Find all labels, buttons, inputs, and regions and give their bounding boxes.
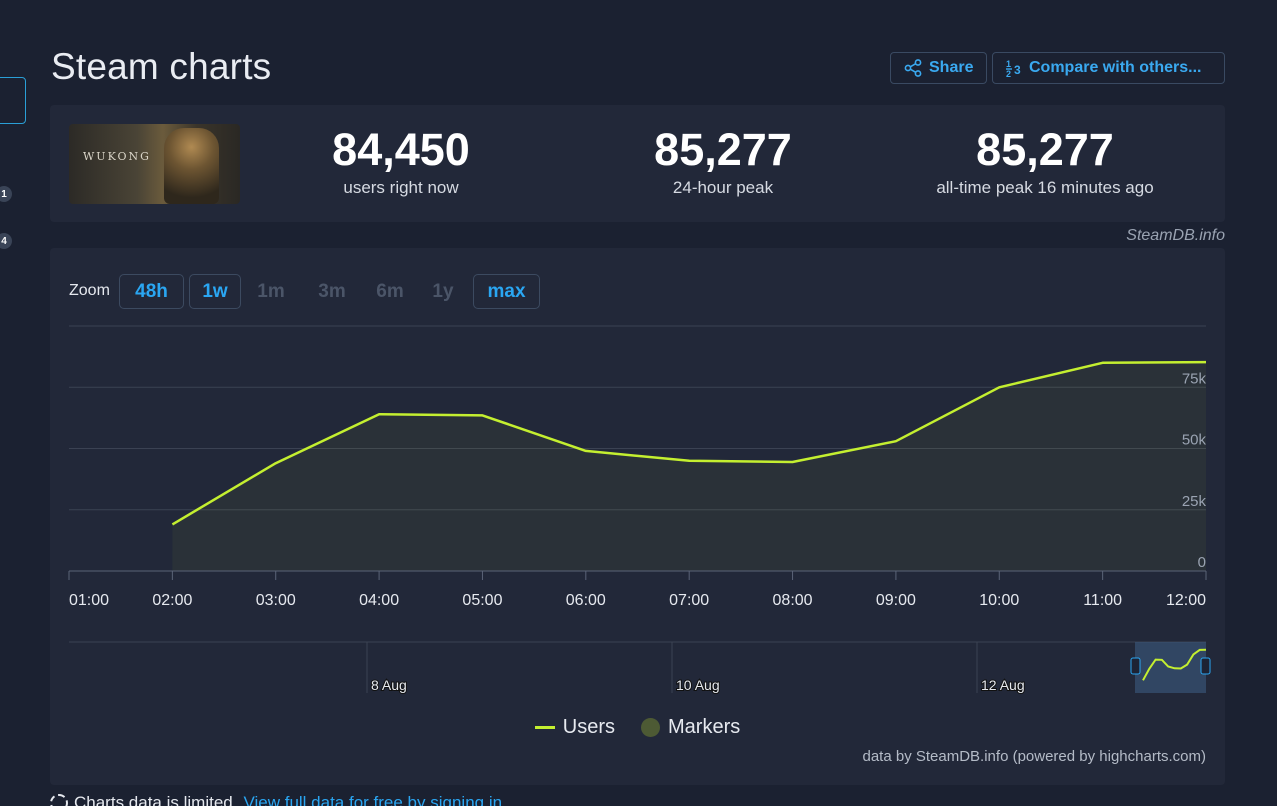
x-tick-label: 01:00 <box>69 592 109 609</box>
navigator-left-handle[interactable] <box>1130 657 1141 675</box>
zoom-1m-button: 1m <box>257 280 285 302</box>
x-tick-label: 11:00 <box>1083 592 1122 609</box>
player-count-chart[interactable]: 0 25k 50k 75k 01:00 02:00 03:00 04:00 05:00 06:0… <box>50 248 1225 708</box>
users-series-line <box>171 360 1207 526</box>
legend-users[interactable]: Users <box>534 716 615 739</box>
x-tick-label: 08:00 <box>773 592 813 609</box>
svg-text:2: 2 <box>1006 69 1011 78</box>
navigator-date-label: 10 Aug <box>676 677 720 693</box>
x-tick-label: 02:00 <box>152 592 192 609</box>
dashed-circle-icon <box>50 794 68 806</box>
zoom-6m-button: 6m <box>376 280 404 302</box>
navigator-right-handle[interactable] <box>1200 657 1211 675</box>
share-button[interactable]: Share <box>890 52 987 84</box>
daily-peak-value: 85,277 <box>654 124 792 175</box>
users-legend-swatch <box>534 726 555 729</box>
current-users-value: 84,450 <box>332 124 470 175</box>
limited-data-notice: Charts data is limited. View full data f… <box>50 793 502 806</box>
x-tick-label: 06:00 <box>566 592 606 609</box>
x-tick-label: 10:00 <box>979 592 1019 609</box>
sidebar-selected-item[interactable] <box>0 77 26 124</box>
all-time-peak-label: all-time peak 16 minutes ago <box>936 178 1154 197</box>
y-tick-label: 75k <box>1182 370 1207 387</box>
game-cover-figure <box>164 128 219 204</box>
chart-legend: Users Markers <box>50 716 1225 739</box>
legend-users-label: Users <box>562 716 615 738</box>
zoom-1y-button: 1y <box>432 280 454 302</box>
x-tick-label: 03:00 <box>256 592 296 609</box>
all-time-peak-value: 85,277 <box>976 124 1114 175</box>
zoom-max-button[interactable]: max <box>473 274 540 309</box>
daily-peak-stat: 85,277 24-hour peak <box>623 127 823 198</box>
compare-icon: 1 2 3 <box>1006 59 1021 78</box>
svg-text:3: 3 <box>1014 63 1021 77</box>
legend-markers[interactable]: Markers <box>641 716 740 739</box>
zoom-label: Zoom <box>69 282 110 299</box>
sidebar-badge: 1 <box>0 186 12 202</box>
stats-panel: WUKONG 84,450 users right now 85,277 24-… <box>50 105 1225 222</box>
x-tick-label: 12:00 <box>1166 592 1206 609</box>
zoom-1w-button[interactable]: 1w <box>189 274 241 309</box>
sidebar-badge: 4 <box>0 233 12 249</box>
navigator-date-label: 12 Aug <box>981 677 1025 693</box>
all-time-peak-stat: 85,277 all-time peak 16 minutes ago <box>905 127 1185 198</box>
share-label: Share <box>929 59 974 76</box>
users-area <box>172 362 1206 571</box>
x-tick-label: 04:00 <box>359 592 399 609</box>
zoom-3m-button: 3m <box>318 280 346 302</box>
y-tick-label: 50k <box>1182 432 1207 449</box>
x-tick-label: 05:00 <box>462 592 502 609</box>
chart-panel: Zoom 48h 1w 1m 3m 6m 1y max 0 25k 50k 75k 01:00 02… <box>50 248 1225 785</box>
compare-button[interactable]: 1 2 3 Compare with others... <box>992 52 1225 84</box>
game-logo: WUKONG <box>83 150 151 163</box>
game-cover-image[interactable]: WUKONG <box>69 124 240 204</box>
x-tick-label: 07:00 <box>669 592 709 609</box>
y-tick-label: 25k <box>1182 493 1207 510</box>
sign-in-link[interactable]: View full data for free by signing in <box>243 793 503 806</box>
navigator-series-line <box>1142 648 1207 681</box>
current-users-stat: 84,450 users right now <box>301 127 501 198</box>
daily-peak-label: 24-hour peak <box>672 178 774 197</box>
svg-text:1: 1 <box>1006 59 1011 69</box>
markers-legend-swatch <box>641 718 660 737</box>
legend-markers-label: Markers <box>668 716 741 738</box>
compare-label: Compare with others... <box>1029 59 1202 76</box>
range-navigator[interactable]: 8 Aug 10 Aug 12 Aug <box>69 641 1211 694</box>
limited-text: Charts data is limited. <box>74 793 238 806</box>
navigator-date-label: 8 Aug <box>371 677 407 693</box>
steamdb-credit: SteamDB.info <box>1126 227 1225 244</box>
page-title: Steam charts <box>51 46 272 87</box>
zoom-48h-button[interactable]: 48h <box>119 274 184 309</box>
share-icon <box>904 59 922 77</box>
x-tick-label: 09:00 <box>876 592 916 609</box>
chart-credit: data by SteamDB.info (powered by highcha… <box>862 748 1207 765</box>
y-tick-label: 0 <box>1198 554 1206 571</box>
current-users-label: users right now <box>343 178 459 197</box>
